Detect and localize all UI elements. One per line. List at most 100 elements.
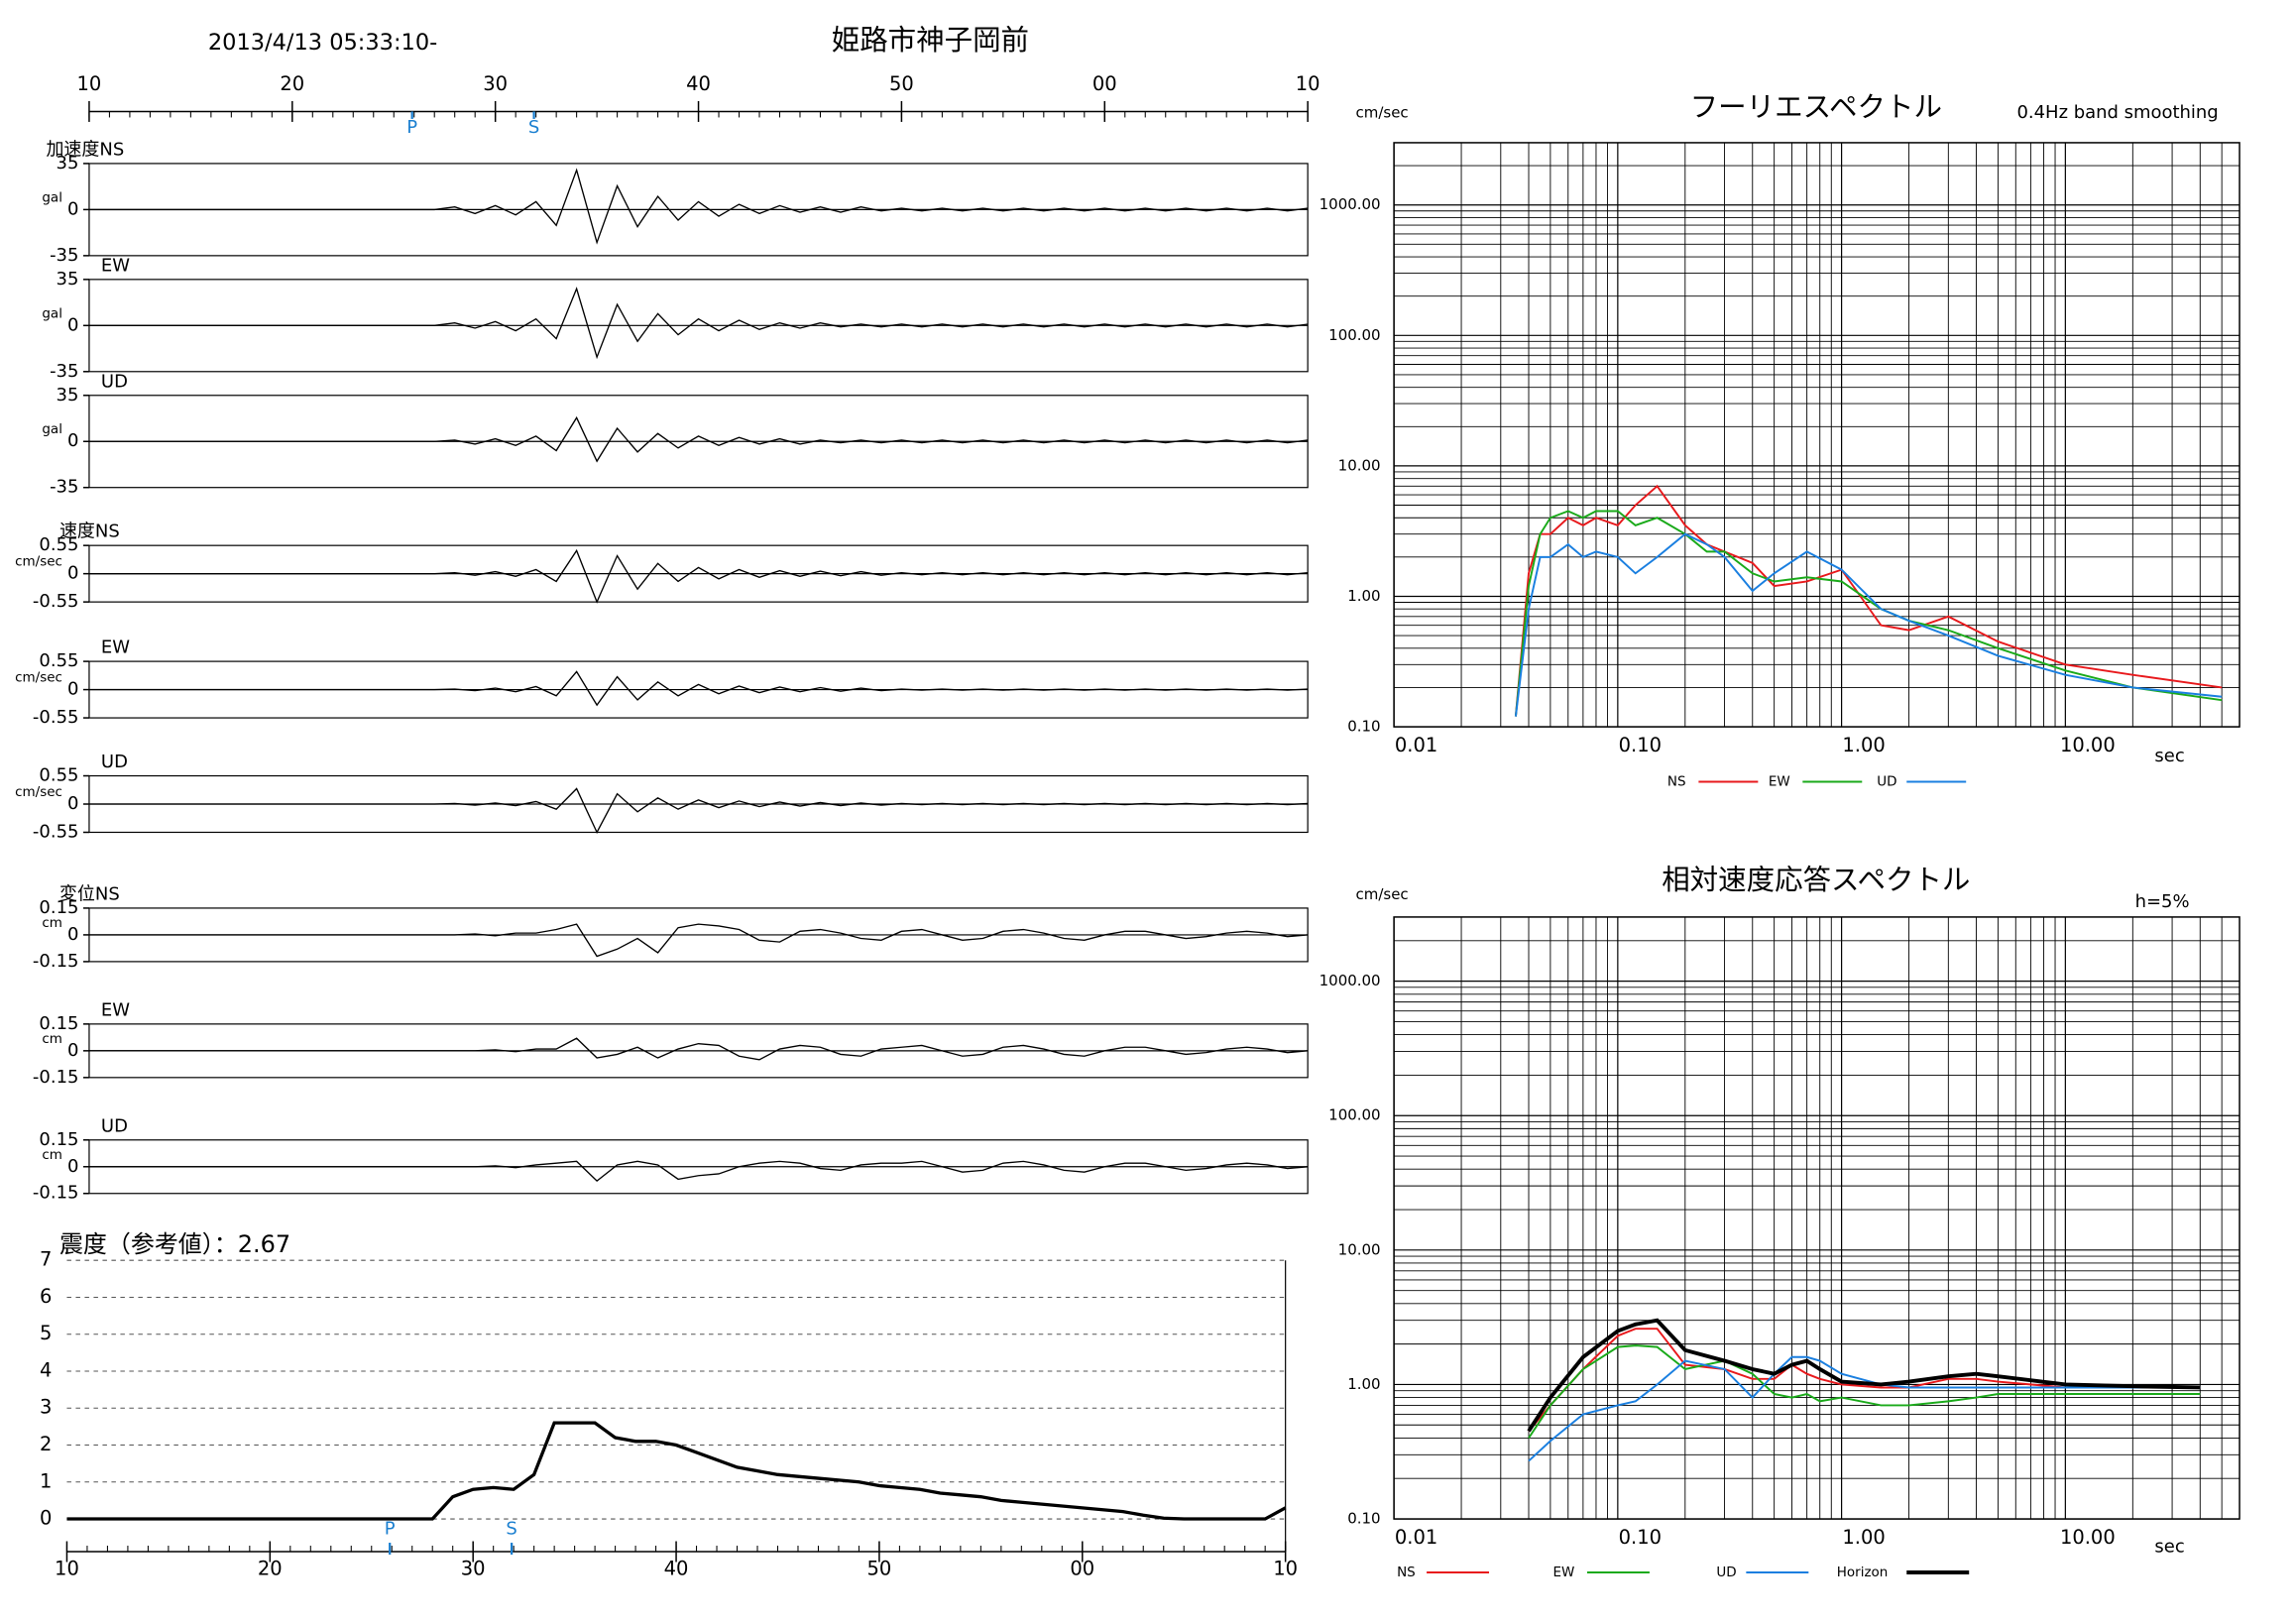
y-tick-label: 0	[67, 198, 78, 219]
y-tick-label: 0.15	[39, 1129, 78, 1150]
panel-label: EW	[101, 999, 130, 1020]
y-tick-label: 100.00	[1328, 1106, 1380, 1124]
y-tick-label: 0.55	[39, 534, 78, 555]
y-tick-label: -0.55	[33, 707, 79, 728]
legend-label: UD	[1716, 1565, 1736, 1580]
spectrum-line	[1514, 510, 2223, 717]
waveform-trace	[88, 168, 1309, 245]
x-tick-label: 40	[686, 72, 711, 95]
y-tick-label: 2	[40, 1433, 52, 1455]
chart-title: 相対速度応答スペクトル	[1662, 864, 1970, 896]
waveform-trace	[88, 415, 1309, 463]
x-tick-label: 30	[483, 72, 508, 95]
waveform-trace	[88, 670, 1309, 707]
y-tick-label: 0	[67, 314, 78, 335]
unit-label: cm/sec	[15, 554, 62, 570]
waveform-trace	[88, 787, 1309, 835]
y-tick-label: 0	[67, 679, 78, 700]
chart-title: 姫路市神子岡前	[832, 24, 1029, 57]
panel-label: UD	[101, 1115, 128, 1136]
y-tick-label: 0	[67, 1156, 78, 1177]
unit-label: cm	[42, 1031, 62, 1047]
x-tick-label: 0.01	[1395, 734, 1437, 756]
y-tick-label: 1.00	[1347, 587, 1380, 605]
y-tick-label: 0.55	[39, 650, 78, 671]
x-tick-label: 0.10	[1619, 734, 1662, 756]
waveform-trace	[88, 287, 1309, 360]
y-tick-label: 0.10	[1347, 1510, 1380, 1528]
y-tick-label: 6	[40, 1285, 52, 1308]
x-tick-label: 10	[77, 72, 102, 95]
y-tick-label: 1000.00	[1320, 195, 1381, 213]
legend-label: NS	[1397, 1565, 1416, 1580]
plot-frame	[1393, 916, 2240, 1520]
y-axis-unit: cm/sec	[1356, 103, 1409, 121]
x-tick-label: 20	[280, 72, 304, 95]
panel-label: 速度NS	[59, 522, 120, 542]
phase-label: S	[506, 1519, 517, 1540]
y-tick-label: 0.10	[1347, 718, 1380, 736]
y-tick-label: 1000.00	[1320, 972, 1381, 989]
y-tick-label: 100.00	[1328, 326, 1380, 344]
chart-title: フーリエスペクトル	[1690, 90, 1942, 123]
waveform-trace	[88, 1160, 1309, 1183]
y-tick-label: 10.00	[1338, 1240, 1381, 1258]
x-tick-label: 10.00	[2060, 1526, 2116, 1549]
panel-label: EW	[101, 255, 130, 276]
unit-label: cm	[42, 915, 62, 931]
x-axis-unit: sec	[2154, 1537, 2184, 1558]
y-tick-label: 1.00	[1347, 1375, 1380, 1393]
spectrum-line	[1528, 1344, 2201, 1439]
y-tick-label: -0.55	[33, 821, 79, 842]
legend-label: EW	[1552, 1565, 1574, 1580]
chart-subtitle: 0.4Hz band smoothing	[2016, 102, 2218, 123]
panel-label: 加速度NS	[46, 139, 124, 160]
x-tick-label: 00	[1092, 72, 1117, 95]
y-tick-label: 5	[40, 1322, 52, 1344]
x-tick-label: 10.00	[2060, 734, 2116, 756]
x-tick-label: 20	[258, 1558, 283, 1580]
plot-frame	[1393, 142, 2240, 728]
panel-label: 変位NS	[59, 883, 120, 904]
y-tick-label: 35	[57, 153, 79, 174]
x-tick-label: 10	[1296, 72, 1320, 95]
start-time: 2013/4/13 05:33:10-	[208, 30, 437, 56]
phase-label: P	[385, 1519, 396, 1540]
unit-label: cm/sec	[15, 784, 62, 800]
y-tick-label: -35	[50, 361, 78, 382]
x-tick-label: 00	[1070, 1558, 1094, 1580]
x-tick-label: 10	[55, 1558, 79, 1580]
spectrum-line	[1514, 484, 2223, 717]
y-tick-label: -35	[50, 245, 78, 266]
unit-label: cm	[42, 1147, 62, 1163]
y-tick-label: 4	[40, 1358, 52, 1381]
x-tick-label: 50	[867, 1558, 892, 1580]
intensity-line	[66, 1421, 1287, 1521]
phase-label: P	[406, 117, 417, 138]
panel-label: EW	[101, 638, 130, 658]
y-tick-label: 0	[40, 1507, 52, 1530]
y-tick-label: 10.00	[1338, 456, 1381, 474]
legend-label: NS	[1667, 774, 1686, 790]
y-tick-label: -35	[50, 477, 78, 498]
legend-label: UD	[1877, 774, 1896, 790]
x-tick-label: 1.00	[1842, 734, 1885, 756]
y-tick-label: -0.55	[33, 591, 79, 612]
y-tick-label: 0	[67, 430, 78, 451]
chart-title: 震度（参考値）：2.67	[59, 1230, 290, 1258]
waveform-trace	[88, 1037, 1309, 1061]
spectrum-line	[1514, 532, 2223, 717]
y-tick-label: -0.15	[33, 951, 79, 972]
spectrum-line	[1527, 1318, 2201, 1433]
unit-label: cm/sec	[15, 670, 62, 686]
x-tick-label: 50	[889, 72, 914, 95]
y-tick-label: 0.55	[39, 765, 78, 786]
phase-label: S	[528, 117, 539, 138]
y-tick-label: -0.15	[33, 1067, 79, 1088]
x-axis-unit: sec	[2154, 746, 2184, 766]
unit-label: gal	[42, 305, 62, 321]
y-tick-label: 0.15	[39, 1013, 78, 1034]
spectrum-line	[1528, 1328, 2201, 1433]
